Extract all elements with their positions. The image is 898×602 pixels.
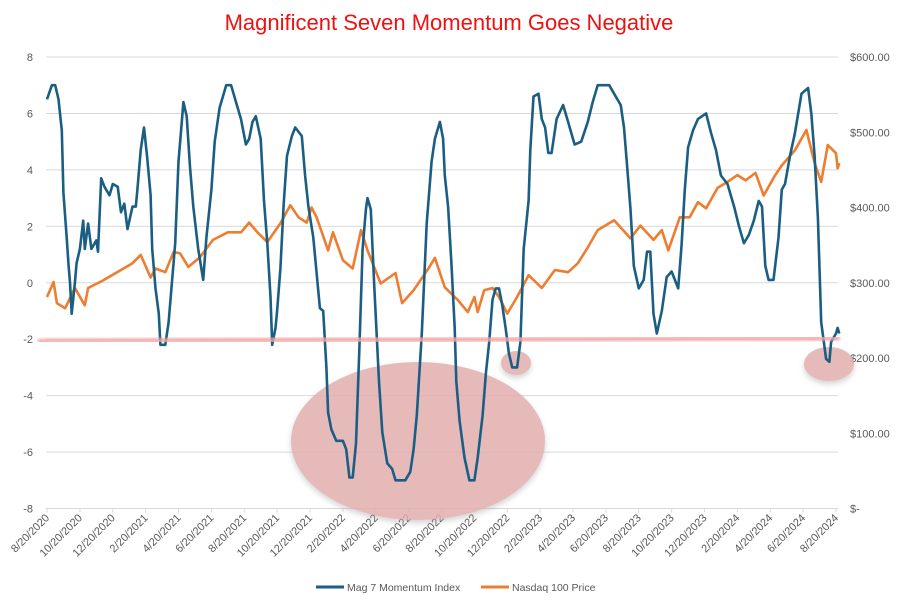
left-tick-label: -4 xyxy=(23,391,33,403)
chart-title: Magnificent Seven Momentum Goes Negative xyxy=(225,10,674,35)
highlight-ellipse-2022 xyxy=(291,362,545,520)
series-lines xyxy=(45,83,841,482)
right-axis-ticks: $600.00 $500.00 $400.00 $300.00 $200.00 $100.… xyxy=(850,52,890,516)
right-tick-label: $300.00 xyxy=(850,278,890,290)
highlight-ellipse-2024 xyxy=(804,347,854,381)
right-tick-label: $200.00 xyxy=(850,353,890,365)
annotations xyxy=(291,347,854,520)
right-tick-label: $500.00 xyxy=(850,127,890,139)
left-tick-label: -8 xyxy=(23,504,33,516)
right-tick-label: $400.00 xyxy=(850,203,890,215)
left-axis-ticks: 8 6 4 2 0 -2 -4 -6 -8 xyxy=(23,52,33,516)
right-tick-label: $100.00 xyxy=(850,428,890,440)
left-tick-label: 6 xyxy=(27,108,33,120)
legend-label-mag7: Mag 7 Momentum Index xyxy=(347,582,461,594)
series-line-mag7-momentum xyxy=(45,83,841,482)
left-tick-label: -6 xyxy=(23,447,33,459)
right-tick-label: $600.00 xyxy=(850,52,890,64)
left-tick-label: 8 xyxy=(27,52,33,64)
legend: Mag 7 Momentum Index Nasdaq 100 Price xyxy=(316,582,596,594)
left-tick-label: 2 xyxy=(27,221,33,233)
right-tick-label: $- xyxy=(850,504,860,516)
left-tick-label: 0 xyxy=(27,278,33,290)
highlight-ellipse-2023 xyxy=(501,351,531,375)
legend-label-nasdaq: Nasdaq 100 Price xyxy=(512,582,596,594)
threshold-line xyxy=(37,335,841,344)
left-tick-label: -2 xyxy=(23,334,33,346)
left-tick-label: 4 xyxy=(27,165,33,177)
